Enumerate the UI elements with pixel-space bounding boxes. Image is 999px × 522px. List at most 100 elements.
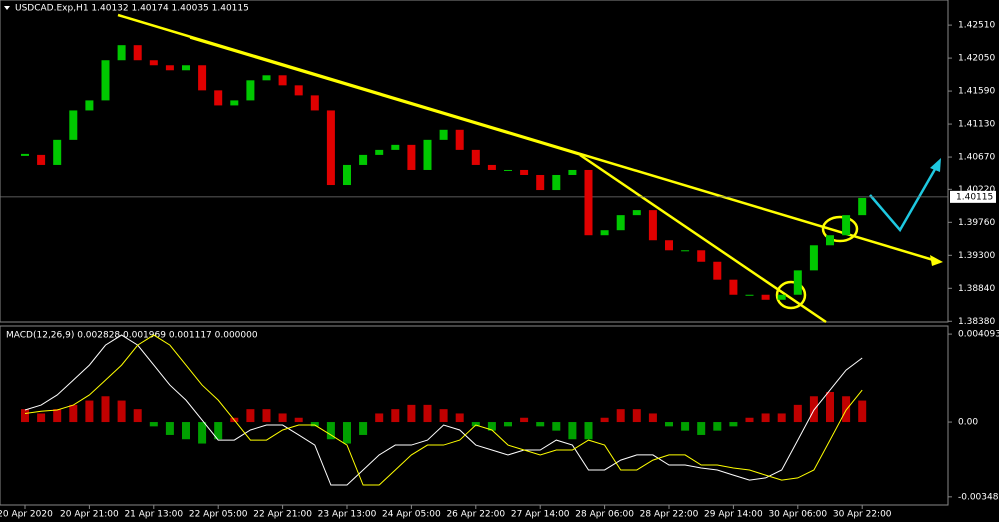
- candle: [858, 197, 867, 216]
- candle: [149, 60, 158, 66]
- candle: [520, 169, 529, 175]
- candle: [375, 149, 384, 155]
- histogram-bar: [439, 409, 448, 423]
- macd-line: [24, 334, 863, 486]
- y-tick-label: 1.42510: [958, 21, 995, 31]
- candle: [391, 144, 400, 150]
- x-tick-label: 21 Apr 13:00: [124, 510, 183, 520]
- y-tick-label: -0.00348: [958, 492, 999, 502]
- x-tick-label: 20 Apr 2020: [0, 510, 53, 520]
- candle: [85, 100, 94, 111]
- candle: [552, 174, 561, 191]
- y-tick-label: 1.40670: [958, 153, 995, 163]
- y-tick-label: 1.42050: [958, 54, 995, 64]
- y-tick-label: 1.38380: [958, 317, 995, 327]
- candle: [262, 75, 271, 81]
- histogram-bar: [101, 396, 110, 423]
- candle: [616, 215, 625, 231]
- histogram-bar: [214, 422, 223, 440]
- histogram-bar: [568, 422, 577, 440]
- histogram-bar: [858, 400, 867, 423]
- candle: [697, 250, 706, 262]
- candle: [681, 250, 690, 252]
- candle: [648, 210, 657, 241]
- histogram-bar: [53, 409, 62, 423]
- forecast-arrow: [869, 163, 940, 233]
- histogram-bar: [504, 422, 512, 427]
- candle: [439, 129, 448, 140]
- candle: [230, 100, 239, 106]
- candle: [117, 45, 126, 61]
- histogram-bar: [487, 422, 496, 431]
- histogram-bar: [455, 413, 464, 423]
- histogram-bar: [37, 413, 46, 423]
- trend-line: [117, 13, 941, 264]
- arrow-head: [930, 255, 943, 266]
- histogram-bar: [745, 417, 754, 423]
- histogram-bar: [149, 422, 158, 427]
- histogram-bar: [117, 400, 126, 423]
- histogram-bar: [584, 422, 593, 440]
- x-tick-label: 30 Apr 06:00: [768, 510, 827, 520]
- histogram-bar: [326, 422, 335, 440]
- candle: [133, 45, 142, 61]
- candle: [69, 110, 78, 140]
- histogram-bar: [423, 404, 432, 423]
- histogram-bar: [343, 422, 351, 444]
- histogram-bar: [262, 409, 271, 423]
- y-tick-label: 1.41590: [958, 87, 995, 97]
- highlight-circle: [775, 280, 807, 310]
- macd-header: MACD(12,26,9) 0.002828 0.001969 0.001117…: [6, 331, 258, 341]
- histogram-bar: [182, 422, 190, 440]
- histogram-bar: [648, 413, 657, 423]
- histogram-bar: [294, 417, 303, 423]
- histogram-bar: [359, 422, 368, 435]
- candle: [745, 294, 754, 296]
- candle: [568, 169, 577, 175]
- histogram-bar: [761, 413, 770, 423]
- candle: [359, 154, 368, 165]
- candle: [326, 110, 335, 186]
- histogram-bar: [842, 396, 851, 423]
- candle: [278, 75, 287, 86]
- candle: [713, 261, 722, 280]
- histogram-bar: [697, 422, 706, 435]
- histogram-bar: [278, 413, 287, 423]
- candle: [471, 149, 480, 165]
- histogram-bar: [809, 396, 818, 423]
- candle: [761, 294, 770, 300]
- x-tick-label: 24 Apr 05:00: [382, 510, 441, 520]
- histogram-bar: [729, 422, 738, 427]
- x-tick-label: 27 Apr 14:00: [511, 510, 570, 520]
- histogram-bar: [616, 409, 625, 423]
- candle: [809, 245, 818, 271]
- candle: [826, 235, 834, 246]
- histogram-bar: [133, 409, 142, 423]
- candle: [21, 153, 29, 156]
- histogram-bar: [198, 422, 207, 444]
- candle: [536, 174, 545, 191]
- histogram-bar: [826, 391, 834, 423]
- candle: [455, 129, 464, 150]
- histogram-bar: [777, 413, 786, 423]
- macd-line: [24, 334, 863, 486]
- candle: [584, 169, 593, 236]
- current-price-label: 1.40115: [956, 192, 993, 202]
- macd-panel: [0, 325, 949, 506]
- histogram-bar: [536, 422, 545, 427]
- histogram-bar: [681, 422, 690, 431]
- histogram-bar: [310, 422, 319, 427]
- candle: [407, 144, 416, 170]
- x-tick-label: 30 Apr 22:00: [833, 510, 892, 520]
- x-tick-label: 20 Apr 21:00: [60, 510, 119, 520]
- histogram-bar: [552, 422, 561, 431]
- candle: [729, 279, 738, 295]
- y-tick-label: 0.004093: [958, 330, 999, 340]
- histogram-bar: [407, 404, 416, 423]
- candle: [310, 95, 319, 111]
- highlight-circle: [821, 215, 859, 243]
- y-tick-label: 1.40220: [958, 185, 995, 195]
- x-tick-label: 22 Apr 05:00: [189, 510, 248, 520]
- menu-icon: [4, 6, 10, 10]
- x-tick-label: 26 Apr 22:00: [446, 510, 505, 520]
